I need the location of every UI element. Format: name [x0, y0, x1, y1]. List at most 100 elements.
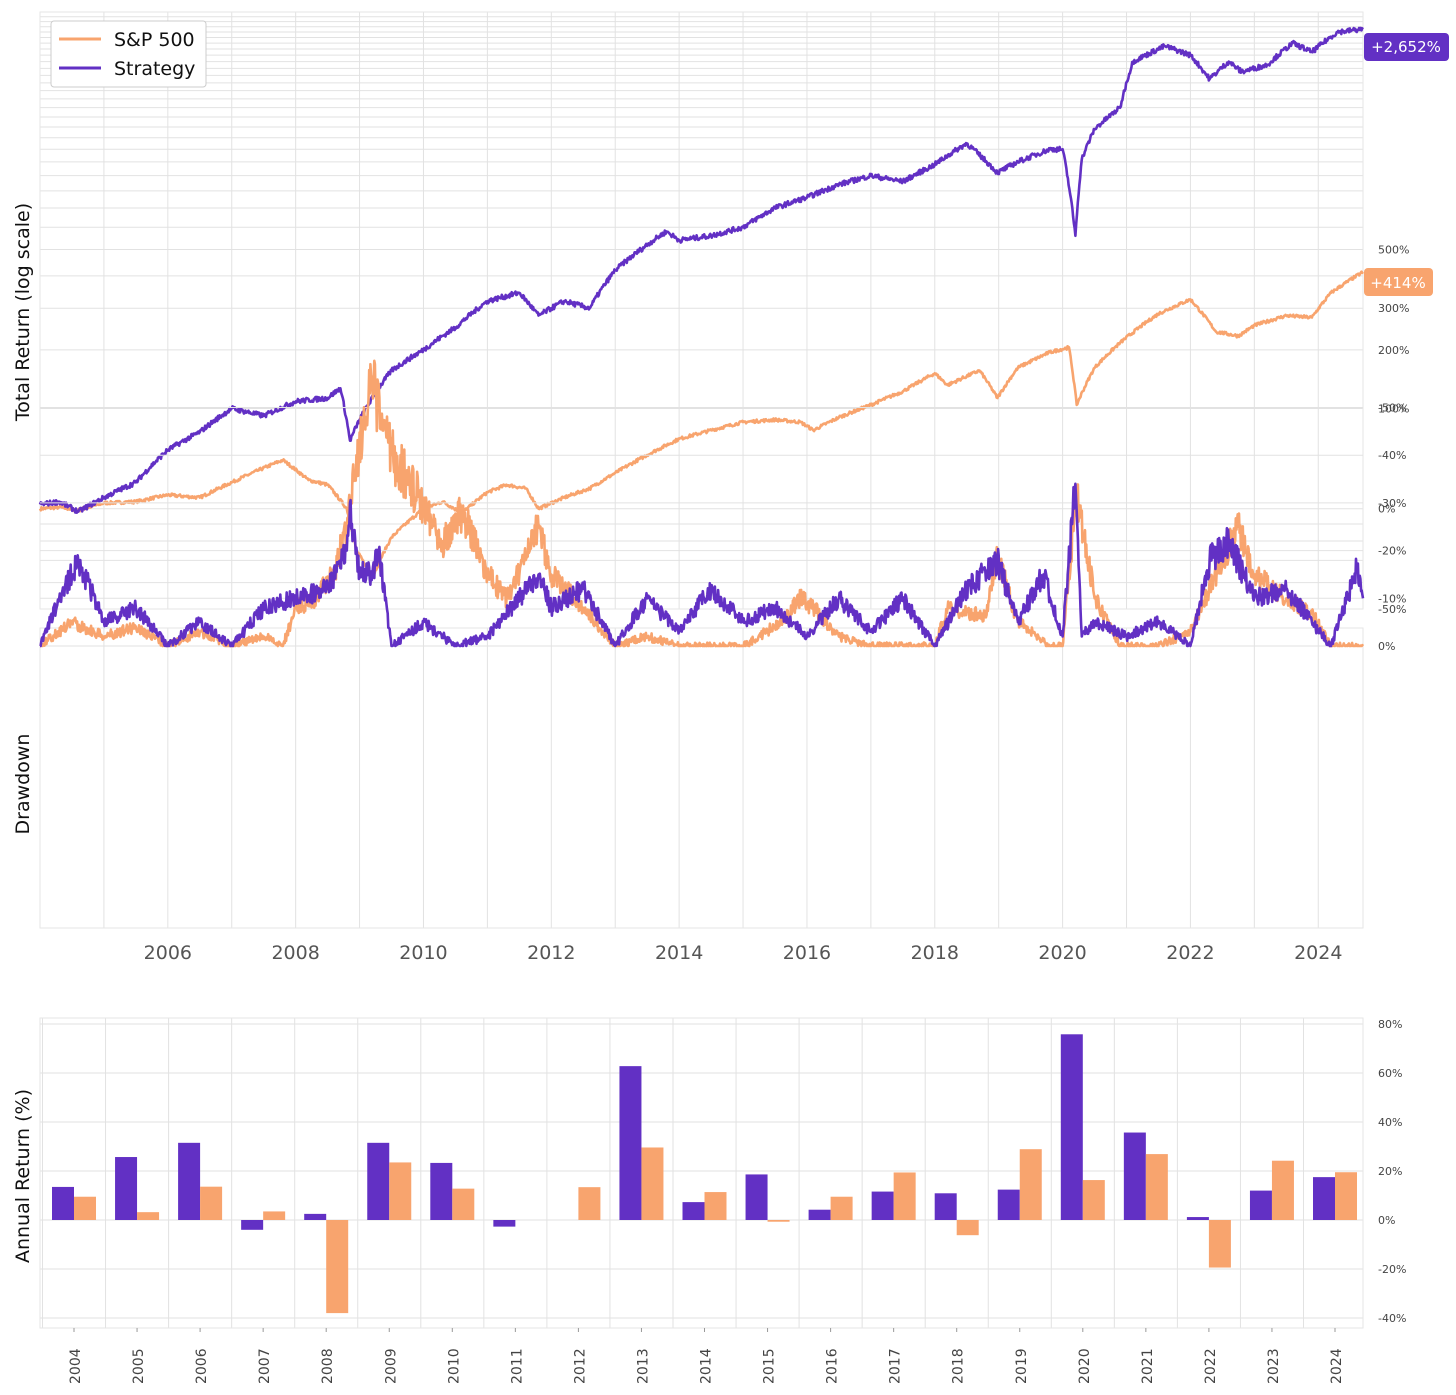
bar-sp-500-2005: [137, 1212, 160, 1220]
bar-strategy-2004: [52, 1186, 74, 1220]
total-return-ytick-100: 100%: [1378, 402, 1409, 415]
drawdown-x-ticks: 2006 2008 2010 2012 2014 2016 2018 2020 2022 2024: [144, 942, 1343, 964]
total-return-y-ticks: 500% 300% 200% 100% 0% -50%: [1378, 244, 1409, 616]
annual-return-xtick-2012: 2012: [572, 1348, 588, 1384]
annual-return-ytick-20: -20%: [1378, 1263, 1406, 1276]
annual-return-xtick-2015: 2015: [762, 1348, 778, 1384]
drawdown-xtick-2008: 2008: [271, 942, 319, 964]
total-return-ytick-300: 300%: [1378, 302, 1409, 315]
total-return-ytick-0: 0%: [1378, 503, 1395, 516]
bar-sp-500-2021: [1145, 1154, 1168, 1220]
drawdown-panel: 0% -10% -20% -30% -40% -50% Drawdown 2006 2008…: [12, 359, 1406, 964]
drawdown-ytick-40: -40%: [1378, 449, 1406, 462]
bar-sp-500-2013: [641, 1147, 664, 1220]
annual-return-ytick-0: 0%: [1378, 1214, 1395, 1227]
bar-sp-500-2004: [74, 1196, 96, 1220]
bar-sp-500-2023: [1271, 1160, 1294, 1220]
annual-return-xtick-2011: 2011: [509, 1348, 525, 1384]
drawdown-lines: [39, 359, 1365, 648]
drawdown-y-label: Drawdown: [12, 734, 34, 835]
drawdown-xtick-2022: 2022: [1166, 942, 1214, 964]
bar-strategy-2016: [808, 1209, 831, 1220]
drawdown-xtick-2014: 2014: [655, 942, 703, 964]
drawdown-xtick-2012: 2012: [527, 942, 575, 964]
bar-strategy-2014: [682, 1202, 705, 1220]
annual-return-xtick-2009: 2009: [383, 1348, 399, 1384]
annual-return-panel: 80% 60% 40% 20% 0% -20% -40% Annual Return (%)…: [12, 1017, 1406, 1384]
drawdown-line-sp-500: [39, 359, 1365, 648]
bar-sp-500-2017: [893, 1172, 916, 1220]
drawdown-y-ticks: 0% -10% -20% -30% -40% -50%: [1378, 402, 1406, 654]
drawdown-ytick-10: -10%: [1378, 592, 1406, 605]
strategy-end-label: +2,652%: [1371, 38, 1441, 56]
annual-return-xtick-2004: 2004: [68, 1348, 84, 1384]
drawdown-xtick-2020: 2020: [1038, 942, 1086, 964]
bar-strategy-2020: [1060, 1034, 1083, 1220]
bar-strategy-2018: [934, 1193, 957, 1220]
bar-strategy-2019: [997, 1189, 1020, 1220]
annual-return-ytick-40: -40%: [1378, 1312, 1406, 1325]
bar-sp-500-2006: [200, 1186, 223, 1220]
strategy-end-badge: +2,652%: [1364, 33, 1449, 61]
bar-strategy-2007: [241, 1220, 264, 1230]
total-return-ytick-500: 500%: [1378, 244, 1409, 257]
annual-return-xtick-2016: 2016: [825, 1348, 841, 1384]
legend-label-strategy: Strategy: [114, 58, 195, 80]
total-return-ytick-50: -50%: [1378, 603, 1406, 616]
bar-strategy-2005: [115, 1157, 138, 1220]
bar-strategy-2017: [871, 1191, 894, 1220]
bar-strategy-2021: [1123, 1132, 1146, 1220]
annual-return-xtick-2022: 2022: [1203, 1348, 1219, 1384]
drawdown-ytick-30: -30%: [1378, 497, 1406, 510]
annual-return-ytick-80: 80%: [1378, 1018, 1402, 1031]
annual-return-xtick-2007: 2007: [257, 1348, 273, 1384]
sp500-end-label: +414%: [1370, 274, 1425, 292]
annual-return-xtick-2017: 2017: [888, 1348, 904, 1384]
total-return-panel: 500% 300% 200% 100% 0% -50% Total Return (log…: [12, 11, 1449, 616]
total-return-gridlines: [40, 12, 1363, 610]
bar-sp-500-2015: [767, 1220, 790, 1222]
drawdown-frame: [39, 627, 1364, 929]
strategy-end-badge-bg: [1364, 33, 1449, 61]
annual-return-ytick-20: 20%: [1378, 1165, 1402, 1178]
annual-return-frame: [39, 1017, 1364, 1329]
annual-return-ytick-60: 60%: [1378, 1067, 1402, 1080]
total-return-line-sp-500: [38, 270, 1365, 580]
bar-strategy-2011: [493, 1220, 516, 1227]
drawdown-xtick-2006: 2006: [144, 942, 192, 964]
sp500-end-badge-bg: [1364, 268, 1433, 296]
annual-return-xtick-2014: 2014: [699, 1348, 715, 1384]
legend-label-sp500: S&P 500: [114, 29, 195, 51]
drawdown-ytick-20: -20%: [1378, 545, 1406, 558]
total-return-lines: [38, 26, 1365, 580]
annual-return-y-ticks: 80% 60% 40% 20% 0% -20% -40%: [1378, 1018, 1406, 1325]
annual-return-ytick-40: 40%: [1378, 1116, 1402, 1129]
annual-return-xtick-2023: 2023: [1266, 1348, 1282, 1384]
annual-return-xtick-2008: 2008: [320, 1348, 336, 1384]
bar-sp-500-2007: [263, 1211, 286, 1220]
drawdown-line-strategy: [39, 482, 1365, 648]
bar-sp-500-2008: [326, 1220, 349, 1314]
bar-strategy-2008: [304, 1213, 327, 1220]
bar-sp-500-2010: [452, 1188, 475, 1220]
legend: S&P 500 Strategy: [50, 20, 207, 88]
annual-return-xtick-2010: 2010: [446, 1348, 462, 1384]
bar-strategy-2013: [619, 1066, 642, 1220]
total-return-ytick-200: 200%: [1378, 344, 1409, 357]
annual-return-xtick-2020: 2020: [1077, 1348, 1093, 1384]
drawdown-xtick-2018: 2018: [911, 942, 959, 964]
total-return-line-strategy: [38, 26, 1364, 514]
bar-sp-500-2018: [956, 1220, 979, 1236]
annual-return-xtick-2005: 2005: [131, 1348, 147, 1384]
bar-sp-500-2016: [830, 1196, 853, 1220]
bar-strategy-2010: [430, 1162, 453, 1220]
bar-strategy-2022: [1186, 1217, 1209, 1220]
total-return-frame: [39, 11, 1364, 610]
bar-strategy-2009: [367, 1142, 390, 1220]
bar-strategy-2015: [745, 1174, 768, 1220]
annual-return-xtick-2019: 2019: [1014, 1348, 1030, 1384]
bar-sp-500-2020: [1082, 1180, 1105, 1220]
annual-return-x-ticks: 2004 2005 2006 2007 2008 2009 2010 2011 2012 2013…: [68, 1328, 1345, 1384]
bar-sp-500-2019: [1019, 1149, 1042, 1220]
